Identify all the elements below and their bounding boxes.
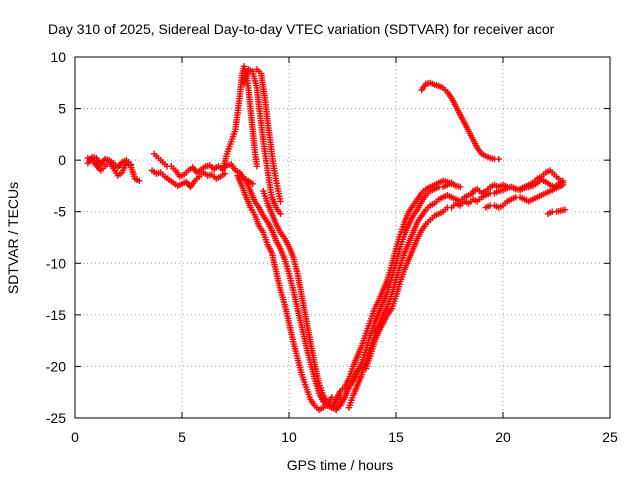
x-tick-label: 0 bbox=[71, 429, 79, 445]
data-point bbox=[249, 180, 256, 188]
data-point bbox=[328, 394, 335, 401]
x-axis-label: GPS time / hours bbox=[287, 457, 394, 473]
y-tick-label: -5 bbox=[54, 204, 67, 220]
chart-title: Day 310 of 2025, Sidereal Day-to-day VTE… bbox=[48, 21, 555, 37]
data-point bbox=[559, 177, 567, 184]
y-tick-label: -20 bbox=[46, 358, 66, 374]
y-tick-label: 10 bbox=[50, 49, 66, 65]
data-point bbox=[136, 177, 143, 184]
x-tick-label: 10 bbox=[281, 429, 297, 445]
x-tick-label: 5 bbox=[178, 429, 186, 445]
grid-lines bbox=[75, 57, 610, 418]
x-tick-label: 25 bbox=[602, 429, 618, 445]
data-point bbox=[127, 161, 134, 168]
axis-ticks: 0 5 10 15 20 25 10 5 0 -5 -10 -15 -20 -25 bbox=[46, 49, 618, 445]
data-point bbox=[277, 210, 284, 217]
y-tick-label: -15 bbox=[46, 307, 66, 323]
x-tick-label: 15 bbox=[388, 429, 404, 445]
data-points bbox=[84, 63, 569, 413]
data-point bbox=[253, 163, 261, 170]
x-tick-label: 20 bbox=[495, 429, 511, 445]
plot-frame bbox=[74, 56, 611, 419]
data-point bbox=[277, 198, 284, 205]
y-tick-label: -25 bbox=[46, 410, 66, 426]
y-tick-label: 5 bbox=[58, 101, 66, 117]
data-point bbox=[495, 155, 502, 163]
data-point bbox=[561, 206, 569, 213]
y-tick-label: 0 bbox=[58, 152, 66, 168]
y-axis-label: SDTVAR / TECUs bbox=[5, 182, 21, 294]
data-point bbox=[457, 183, 464, 191]
y-tick-label: -10 bbox=[46, 255, 66, 271]
